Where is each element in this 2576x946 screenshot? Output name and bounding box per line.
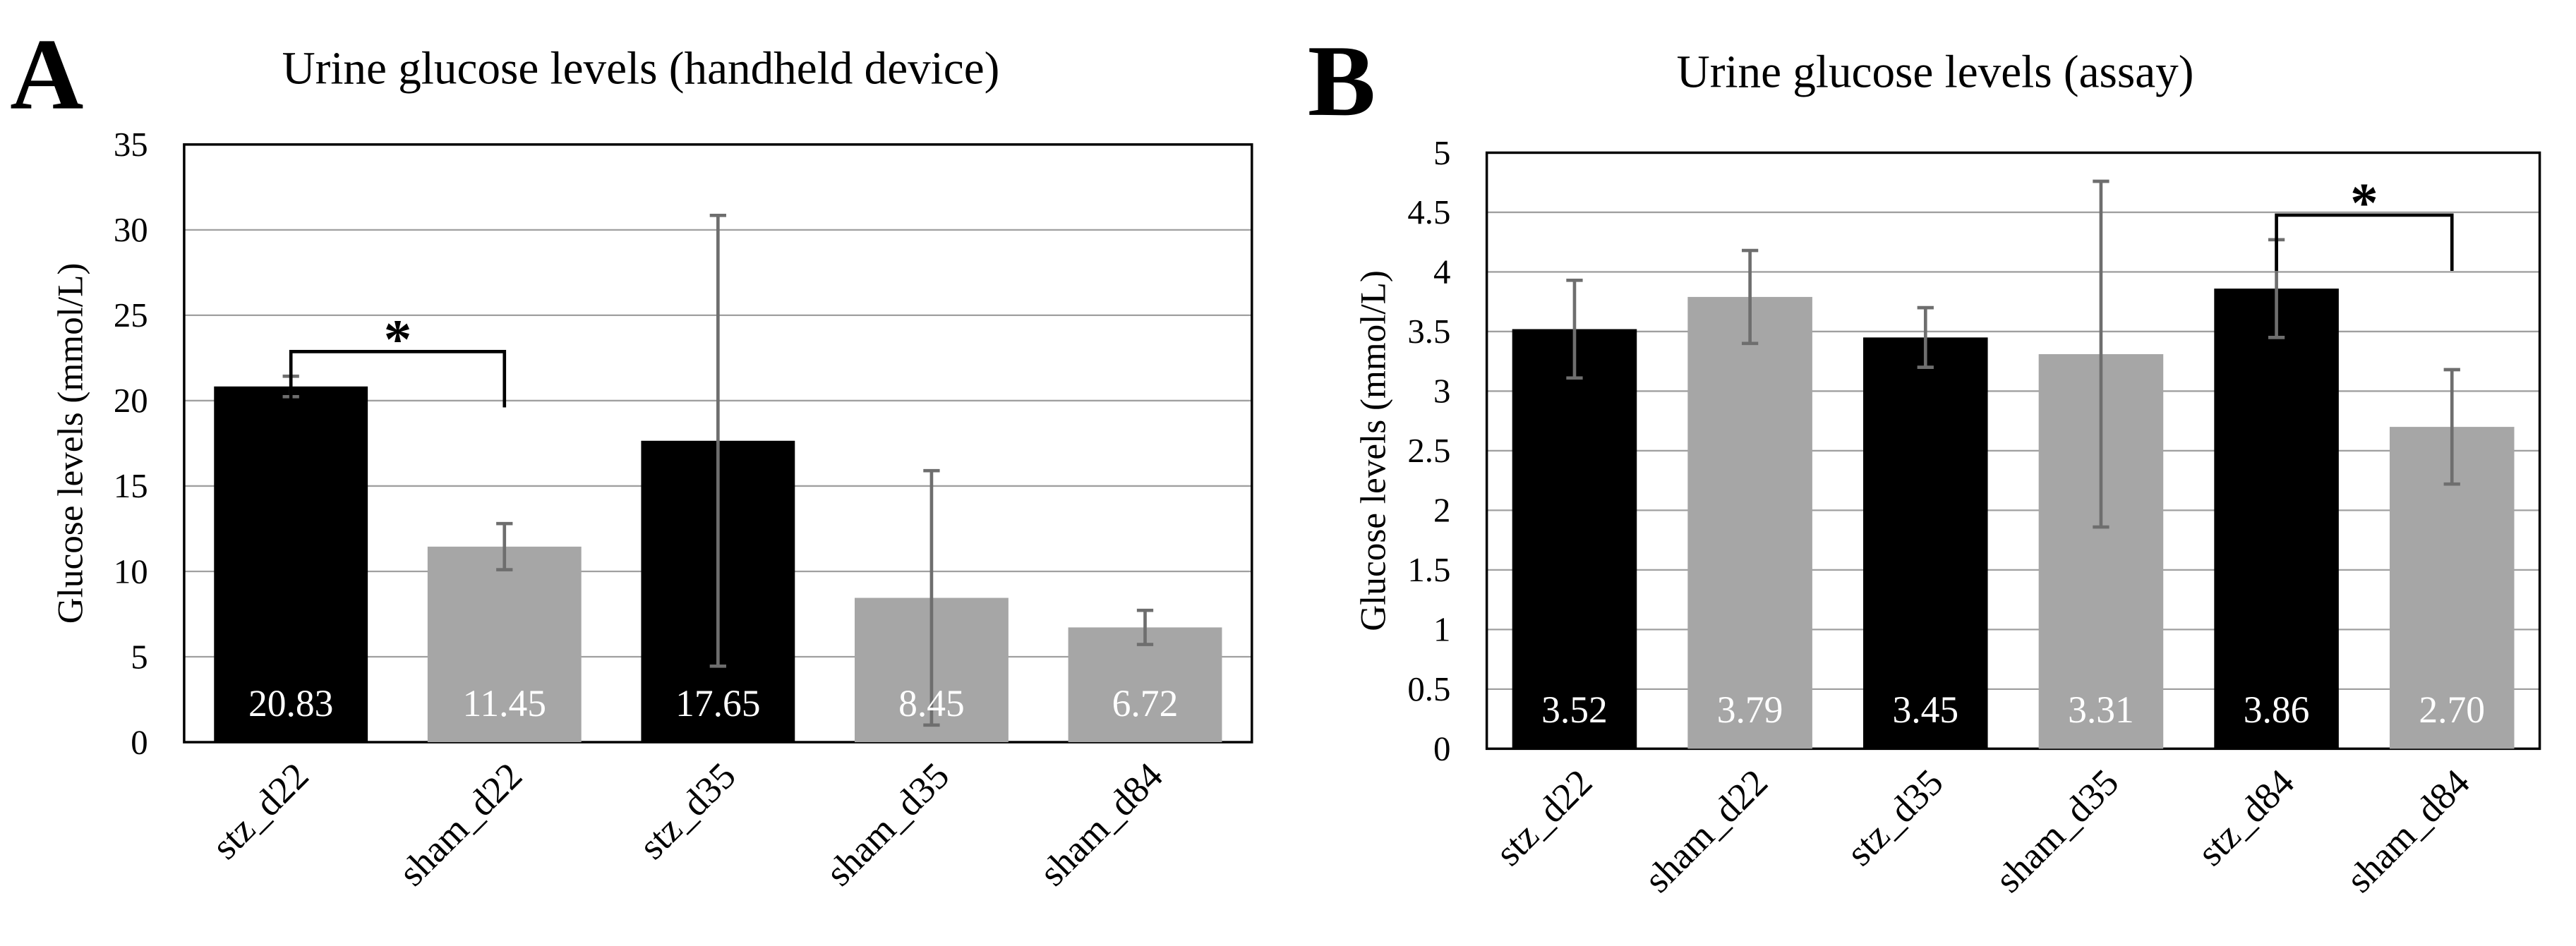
y-tick-label: 5 bbox=[131, 637, 148, 676]
y-tick-label: 4.5 bbox=[1407, 193, 1450, 231]
x-tick-label: sham_d22 bbox=[1636, 761, 1776, 901]
y-tick-label: 0 bbox=[131, 722, 148, 761]
significance-bracket bbox=[289, 350, 507, 408]
y-tick-label: 0.5 bbox=[1407, 669, 1450, 708]
y-tick-label: 1.5 bbox=[1407, 550, 1450, 589]
y-tick-label: 20 bbox=[114, 381, 148, 420]
plot-frame bbox=[1485, 151, 2541, 751]
error-bar bbox=[1917, 305, 1934, 369]
value-label: 3.79 bbox=[1717, 689, 1783, 731]
chart-title: Urine glucose levels (assay) bbox=[1677, 47, 2194, 97]
y-tick-label: 3 bbox=[1433, 372, 1450, 411]
value-label: 6.72 bbox=[1112, 682, 1179, 724]
error-bar bbox=[1566, 278, 1583, 380]
significance-star: * bbox=[2350, 172, 2378, 234]
panel-label: A bbox=[10, 18, 83, 131]
y-tick-label: 0 bbox=[1433, 729, 1450, 768]
bar bbox=[2214, 289, 2339, 749]
y-axis-label: Glucose levels (mmol/L) bbox=[1353, 270, 1393, 631]
bar bbox=[1512, 329, 1637, 749]
error-bar bbox=[709, 213, 726, 668]
y-tick-label: 3.5 bbox=[1407, 312, 1450, 351]
y-tick-label: 2.5 bbox=[1407, 431, 1450, 470]
bar bbox=[427, 546, 582, 743]
error-bar bbox=[2093, 179, 2109, 529]
x-tick-label: stz_d35 bbox=[631, 754, 744, 867]
value-label: 3.52 bbox=[1541, 689, 1608, 731]
x-tick-label: sham_d22 bbox=[390, 754, 530, 894]
y-tick-label: 1 bbox=[1433, 610, 1450, 649]
x-tick-label: stz_d22 bbox=[203, 754, 316, 867]
value-label: 3.86 bbox=[2244, 689, 2310, 731]
chart-title: Urine glucose levels (handheld device) bbox=[282, 44, 1000, 95]
x-tick-label: sham_d35 bbox=[1987, 761, 2126, 901]
bar bbox=[1068, 627, 1222, 743]
y-tick-label: 5 bbox=[1433, 133, 1450, 172]
panel-label: B bbox=[1308, 25, 1376, 138]
x-tick-label: stz_d22 bbox=[1487, 761, 1600, 874]
y-tick-label: 15 bbox=[114, 466, 148, 505]
x-tick-label: sham_d84 bbox=[1031, 754, 1171, 894]
value-label: 3.31 bbox=[2068, 689, 2134, 731]
x-tick-label: stz_d35 bbox=[1838, 761, 1951, 874]
error-bar bbox=[2443, 368, 2460, 486]
x-tick-label: stz_d84 bbox=[2189, 761, 2302, 874]
y-tick-label: 25 bbox=[114, 296, 148, 334]
y-axis-label: Glucose levels (mmol/L) bbox=[51, 263, 91, 624]
value-label: 20.83 bbox=[248, 682, 333, 724]
bar bbox=[214, 386, 368, 743]
value-label: 2.70 bbox=[2419, 689, 2485, 731]
x-tick-label: sham_d35 bbox=[817, 754, 957, 894]
value-label: 8.45 bbox=[898, 682, 965, 724]
bar bbox=[1863, 337, 1988, 749]
y-tick-label: 30 bbox=[114, 210, 148, 249]
error-bar bbox=[923, 468, 940, 727]
error-bar bbox=[496, 521, 513, 571]
y-tick-label: 10 bbox=[114, 552, 148, 590]
significance-bracket bbox=[2275, 213, 2454, 272]
x-tick-label: sham_d84 bbox=[2338, 761, 2478, 901]
value-label: 17.65 bbox=[675, 682, 760, 724]
y-tick-label: 4 bbox=[1433, 253, 1450, 291]
significance-star: * bbox=[384, 309, 412, 371]
y-tick-label: 2 bbox=[1433, 491, 1450, 530]
value-label: 11.45 bbox=[463, 682, 546, 724]
error-bar bbox=[1136, 608, 1154, 646]
plot-frame bbox=[183, 143, 1253, 744]
y-tick-label: 35 bbox=[114, 125, 148, 164]
value-label: 3.45 bbox=[1892, 689, 1958, 731]
error-bar bbox=[1741, 248, 1759, 346]
bar bbox=[1687, 296, 1812, 749]
